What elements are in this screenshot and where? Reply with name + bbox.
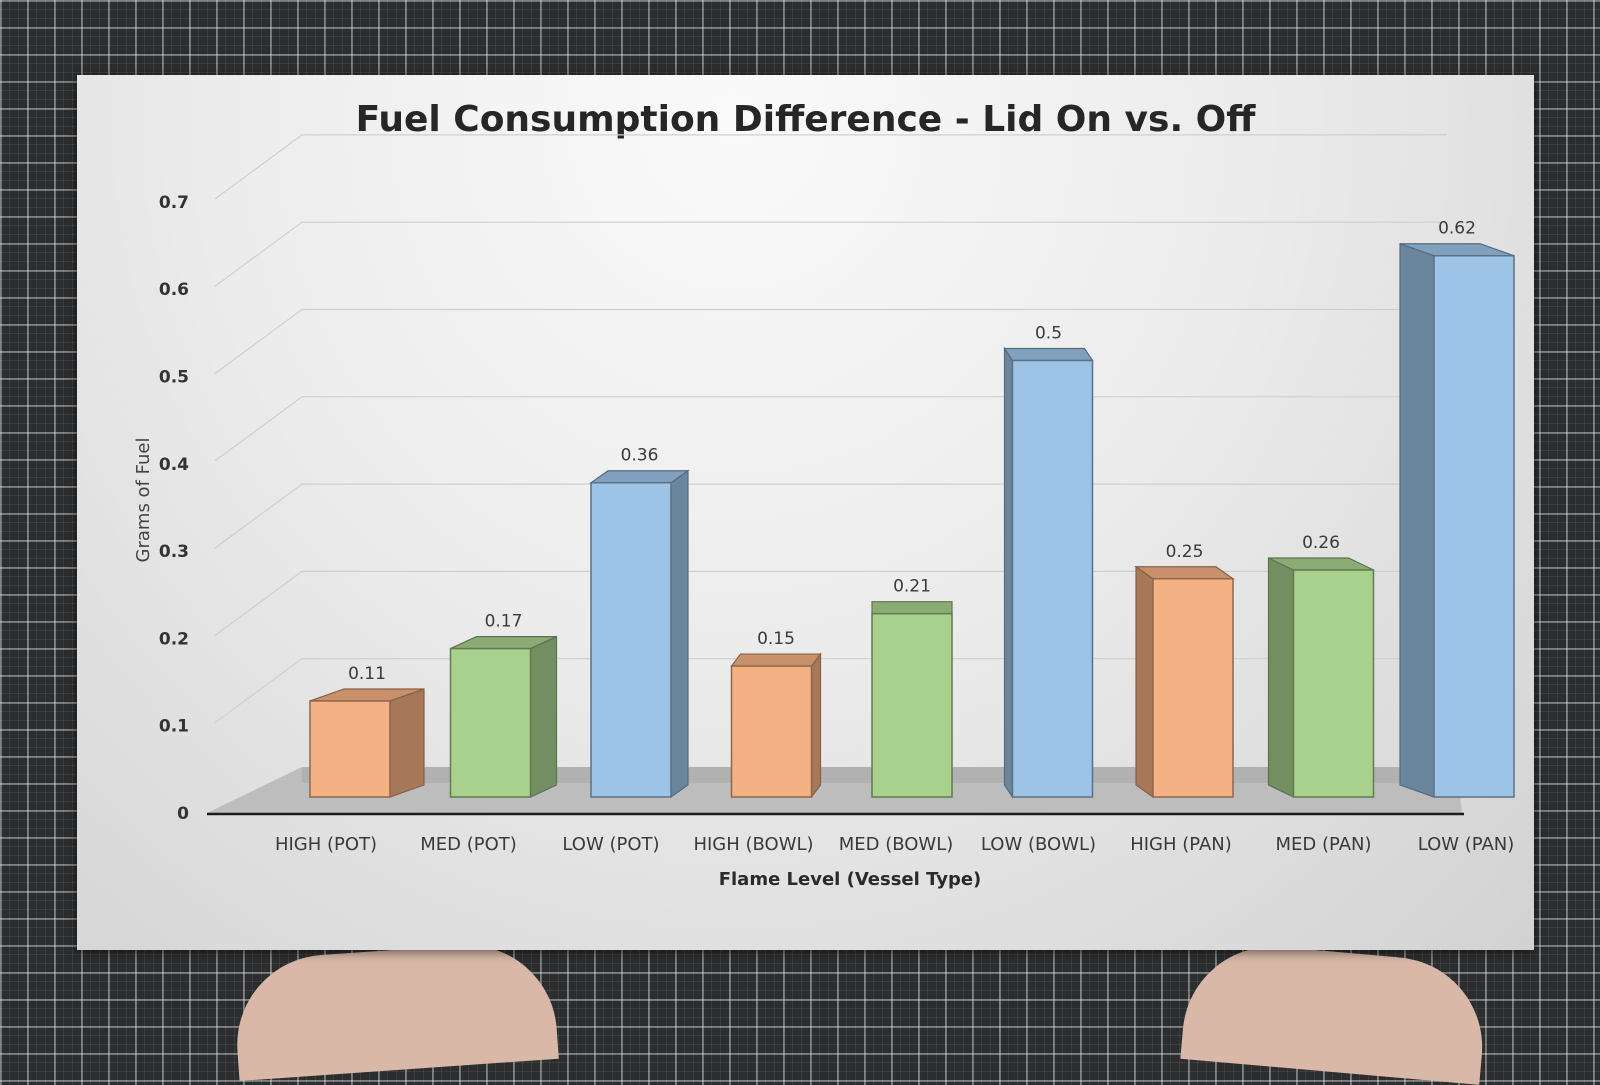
bar-top <box>730 653 822 667</box>
data-label: 0.15 <box>757 629 795 649</box>
bar <box>590 481 672 798</box>
x-axis-title: Flame Level (Vessel Type) <box>719 869 982 890</box>
bar-top <box>1003 347 1094 362</box>
bar-side <box>670 469 689 799</box>
bar <box>309 700 391 798</box>
right-hand <box>1180 939 1490 1085</box>
x-tick-label: HIGH (POT) <box>275 834 377 855</box>
x-tick-label: HIGH (BOWL) <box>693 834 813 855</box>
bar <box>871 612 953 798</box>
bar <box>730 665 813 798</box>
bar-group: 0.5 <box>1003 324 1094 799</box>
x-tick-label: HIGH (PAN) <box>1130 834 1232 855</box>
data-label: 0.62 <box>1438 219 1476 239</box>
x-tick-label: LOW (PAN) <box>1418 834 1515 855</box>
chart-title: Fuel Consumption Difference - Lid On vs.… <box>355 99 1256 140</box>
data-label: 0.26 <box>1302 533 1340 553</box>
y-tick-label: 0.1 <box>159 717 189 737</box>
bar-top <box>871 601 953 615</box>
bar-top <box>1134 566 1235 580</box>
data-label: 0.36 <box>621 446 659 466</box>
bar-group: 0.62 <box>1399 219 1515 798</box>
data-label: 0.17 <box>485 612 523 632</box>
x-tick-label: MED (BOWL) <box>839 834 954 855</box>
gridline <box>214 483 1447 549</box>
bar-group: 0.25 <box>1134 542 1235 799</box>
bar-chart: 0 0.1 0.2 0.3 0.4 0.5 0.6 0.7 0.11 HIGH (POT) 0.17… <box>133 134 1515 890</box>
bar <box>1433 254 1515 798</box>
bar-side <box>389 688 425 798</box>
x-tick-label: LOW (POT) <box>562 834 659 855</box>
data-label: 0.5 <box>1035 324 1062 344</box>
y-tick-label: 0.7 <box>159 193 189 213</box>
bar-side <box>1135 565 1154 799</box>
y-tick-label: 0.5 <box>159 368 189 388</box>
bar-side <box>810 652 822 799</box>
bar-group: 0.26 <box>1267 533 1375 798</box>
chart-board: Fuel Consumption Difference - Lid On vs.… <box>77 75 1534 950</box>
gridline <box>214 308 1447 374</box>
bar <box>1152 578 1234 798</box>
bar-group: 0.17 <box>449 612 558 798</box>
data-label: 0.21 <box>893 577 931 597</box>
bar-group: 0.36 <box>589 446 690 799</box>
gridline <box>214 221 1447 287</box>
gridline <box>214 396 1447 462</box>
y-tick-label: 0.3 <box>159 542 189 562</box>
bar-side <box>1399 242 1435 798</box>
x-tick-label: MED (POT) <box>420 834 517 855</box>
left-hand <box>231 938 559 1082</box>
y-tick-label: 0.2 <box>159 629 189 649</box>
bar-group: 0.11 <box>309 664 425 798</box>
bar-top <box>589 470 690 484</box>
bar <box>449 647 532 798</box>
gridline <box>214 570 1447 636</box>
gridline <box>214 134 1447 200</box>
bar-group: 0.21 <box>871 577 953 798</box>
x-tick-label: MED (PAN) <box>1275 834 1371 855</box>
bar-group: 0.15 <box>730 629 822 799</box>
x-tick-label: LOW (BOWL) <box>981 834 1096 855</box>
bar-side <box>529 635 558 798</box>
y-tick-label: 0 <box>177 804 189 824</box>
y-axis-title: Grams of Fuel <box>133 438 154 563</box>
data-label: 0.11 <box>348 664 386 684</box>
y-tick-label: 0.6 <box>159 280 189 300</box>
bar <box>1292 569 1375 798</box>
bar <box>1011 359 1094 798</box>
bar-side <box>1003 346 1014 799</box>
data-label: 0.25 <box>1166 542 1204 562</box>
bar-side <box>1267 557 1295 798</box>
y-tick-label: 0.4 <box>159 455 189 475</box>
